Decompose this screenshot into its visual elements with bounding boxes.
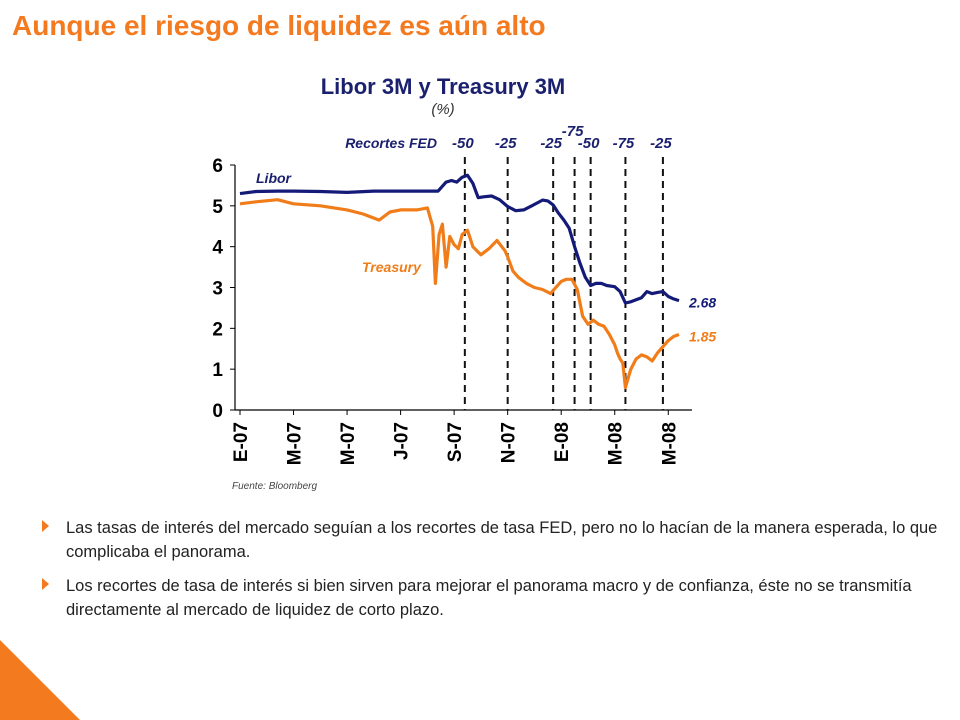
corner-decoration (0, 640, 80, 720)
bullet-arrow-icon (42, 520, 49, 532)
fed-cut-label: -75 (562, 123, 584, 140)
y-tick-label: 4 (212, 238, 223, 259)
series-lines (239, 173, 680, 390)
bullet-item: Los recortes de tasa de interés si bien … (42, 574, 942, 622)
x-tick-label: M-07 (285, 422, 306, 465)
fed-cut-label: -75 (613, 135, 635, 152)
fed-cut-label: -25 (650, 135, 672, 152)
x-tick-label: N-07 (499, 422, 520, 463)
series-end-value-libor: 2.68 (688, 295, 716, 311)
x-tick-label: E-07 (231, 422, 252, 462)
chart-svg: 0 1 2 3 4 5 6 E-07 M-07 M-07 J-07 S-07 N-07 E-08 M-08 M… (212, 123, 716, 492)
series-labels: Libor 2.68 Treasury 1.85 (256, 170, 716, 344)
chart-title: Libor 3M y Treasury 3M (320, 74, 566, 99)
fed-cuts-label: Recortes FED (345, 135, 437, 151)
slide-title: Aunque el riesgo de liquidez es aún alto (12, 10, 546, 41)
fed-cut-label: -50 (578, 135, 600, 152)
fed-cut-markers: -50 -25 -25-75-50 -75 -25 (452, 123, 672, 410)
series-line-treasury (239, 198, 680, 390)
bullet-list: Las tasas de interés del mercado seguían… (42, 516, 942, 632)
x-tick-label: M-08 (659, 422, 680, 465)
series-line-libor (239, 173, 680, 305)
bullet-arrow-icon (42, 578, 49, 590)
series-end-value-treasury: 1.85 (689, 328, 716, 344)
y-tick-label: 2 (212, 319, 223, 340)
bullet-text: Los recortes de tasa de interés si bien … (66, 577, 912, 619)
fed-cut-label: -25 (540, 135, 562, 152)
fed-cut-label: -25 (495, 135, 517, 152)
y-tick-label: 6 (212, 156, 223, 177)
x-tick-label: M-07 (338, 422, 359, 465)
chart-axes: 0 1 2 3 4 5 6 E-07 M-07 M-07 J-07 S-07 N-07 E-08 M-08 M… (212, 156, 692, 465)
y-tick-label: 0 (212, 401, 223, 422)
x-tick-label: S-07 (445, 422, 466, 462)
source-note: Fuente: Bloomberg (232, 481, 317, 492)
y-tick-label: 1 (212, 360, 223, 381)
bullet-text: Las tasas de interés del mercado seguían… (66, 519, 938, 561)
chart-subtitle: (%) (431, 101, 455, 118)
x-tick-label: J-07 (392, 422, 413, 460)
fed-cut-label: -50 (452, 135, 474, 152)
x-tick-label: E-08 (552, 422, 573, 462)
y-tick-label: 3 (212, 279, 223, 300)
series-name-libor: Libor (256, 170, 293, 186)
y-tick-label: 5 (212, 197, 223, 218)
bullet-item: Las tasas de interés del mercado seguían… (42, 516, 942, 564)
series-name-treasury: Treasury (362, 259, 422, 275)
x-tick-label: M-08 (606, 422, 627, 465)
